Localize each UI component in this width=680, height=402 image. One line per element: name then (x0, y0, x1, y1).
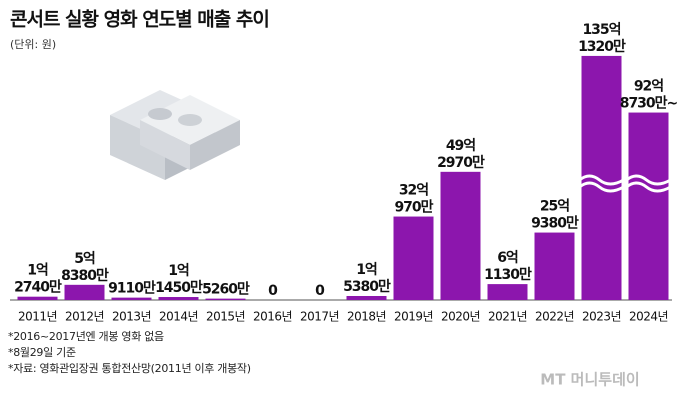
x-tick-label: 2015년 (206, 310, 245, 324)
x-tick-label: 2012년 (65, 310, 104, 324)
bar (440, 171, 481, 300)
value-label: 6억 (497, 250, 518, 266)
money-illustration (110, 90, 240, 180)
bar (17, 296, 58, 300)
source-logo: MT 머니투데이 (540, 371, 639, 389)
x-tick-label: 2019년 (394, 310, 433, 324)
chart-title: 콘서트 실황 영화 연도별 매출 추이 (10, 8, 269, 31)
value-label: 9380만 (531, 216, 579, 232)
bar (487, 284, 528, 300)
value-label: 8380만 (61, 268, 109, 284)
value-label: 135억 (582, 22, 620, 38)
value-label: 9110만 (108, 281, 156, 297)
value-label: 5억 (74, 251, 95, 267)
x-tick-label: 2017년 (300, 310, 339, 324)
footnote: *8월29일 기준 (8, 345, 76, 359)
x-tick-label: 2023년 (582, 310, 621, 324)
value-label: 970만 (394, 200, 433, 216)
value-label: 32억 (399, 183, 428, 199)
value-label: 1억 (27, 263, 48, 279)
value-label: 1억 (356, 262, 377, 278)
chart-subtitle: (단위: 원) (10, 38, 56, 51)
x-tick-label: 2021년 (488, 310, 527, 324)
value-label: 1320만 (578, 39, 626, 55)
axis-break (578, 174, 625, 193)
x-tick-label: 2018년 (347, 310, 386, 324)
value-label: 5260만 (202, 282, 250, 298)
x-tick-label: 2014년 (159, 310, 198, 324)
x-tick-label: 2022년 (535, 310, 574, 324)
value-label: 25억 (540, 199, 569, 215)
bar (158, 297, 199, 300)
value-label: 1450만 (155, 280, 203, 296)
value-label: 1억 (168, 263, 189, 279)
x-tick-label: 2013년 (112, 310, 151, 324)
value-label: 49억 (446, 138, 475, 154)
value-label: 0 (268, 283, 278, 299)
value-label: 8730만~ (620, 96, 678, 112)
x-tick-label: 2016년 (253, 310, 292, 324)
bar (581, 55, 622, 300)
value-label: 1130만 (484, 267, 532, 283)
bar (393, 216, 434, 300)
bar (628, 112, 669, 301)
bar (64, 284, 105, 300)
value-label: 0 (315, 283, 325, 299)
bar (346, 296, 387, 300)
x-tick-label: 2024년 (629, 310, 668, 324)
x-tick-label: 2011년 (18, 310, 57, 324)
footnote: *자료: 영화관입장권 통합전산망(2011년 이후 개봉작) (8, 362, 251, 375)
footnote: *2016~2017년엔 개봉 영화 없음 (8, 330, 164, 343)
value-label: 2740만 (14, 280, 62, 296)
bar (534, 232, 575, 300)
axis-break (625, 174, 672, 193)
x-tick-label: 2020년 (441, 310, 480, 324)
bar (205, 298, 246, 300)
value-label: 92억 (634, 79, 663, 95)
bar (111, 297, 152, 300)
value-label: 5380만 (343, 279, 391, 295)
value-label: 2970만 (437, 155, 485, 171)
